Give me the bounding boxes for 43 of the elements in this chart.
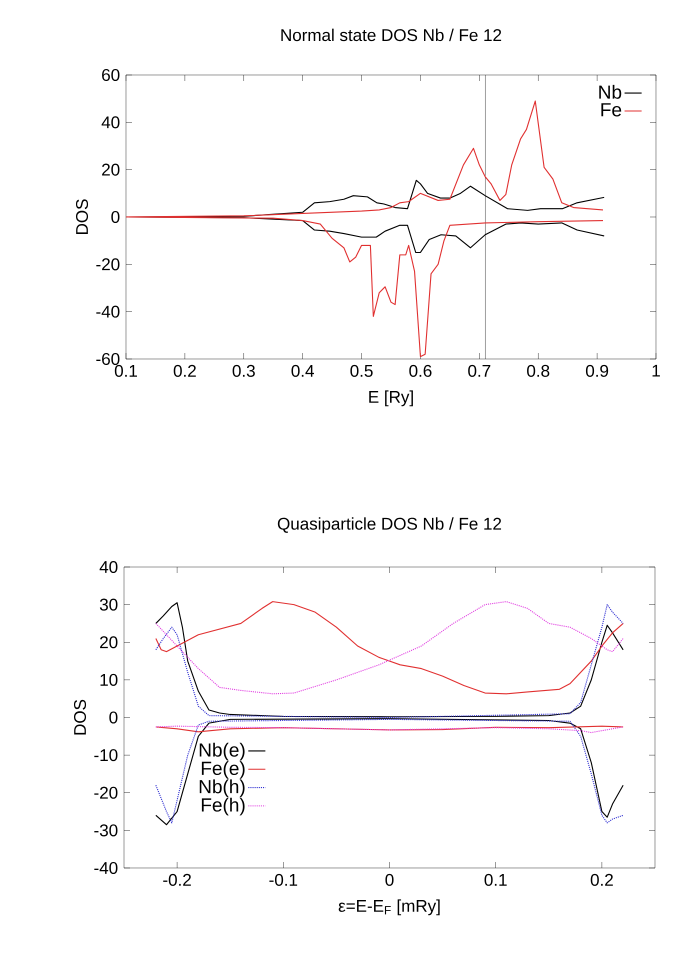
legend-label: Fe — [601, 103, 622, 116]
x-tick-label: 0.2 — [590, 874, 613, 886]
y-tick-label: 30 — [100, 598, 118, 611]
y-tick-label: -40 — [94, 862, 118, 874]
y-tick-label: 0 — [109, 711, 118, 724]
x-tick-label: 1 — [652, 364, 660, 377]
x-tick-label: 0.1 — [484, 874, 507, 886]
legend-label: Nb(h) — [200, 779, 245, 798]
x-tick-label: 0.1 — [114, 364, 137, 377]
x-tick-label: 0.8 — [527, 364, 550, 377]
x-tick-label: 0 — [385, 874, 394, 886]
y-tick-label: 20 — [100, 636, 118, 648]
x-tick-label: -0.1 — [269, 874, 298, 886]
x-tick-label: 0.9 — [586, 364, 608, 377]
legend-label: Nb — [599, 84, 622, 99]
y-tick-label: -20 — [94, 786, 118, 799]
legend-label: Nb(e) — [200, 742, 245, 760]
y-tick-label: 40 — [100, 560, 118, 574]
x-tick-label: 0.7 — [468, 364, 490, 377]
y-axis-title: DOS — [74, 700, 86, 735]
y-tick-label: -60 — [96, 352, 120, 366]
legend-label: Fe(h) — [202, 798, 245, 816]
y-tick-label: 60 — [102, 68, 120, 82]
x-axis-title: E [Ry] — [369, 390, 413, 406]
y-tick-label: -30 — [94, 824, 118, 836]
y-tick-label: 40 — [102, 116, 120, 128]
x-tick-label: 0.3 — [232, 364, 255, 377]
x-axis-title: ε=E-E$_{F}$ [mRy] — [338, 899, 440, 916]
x-tick-label: -0.2 — [163, 874, 191, 886]
chart-title: Quasiparticle DOS Nb / Fe 12 — [278, 517, 502, 534]
chart-title: Normal state DOS Nb / Fe 12 — [281, 28, 502, 42]
y-tick-label: -20 — [96, 258, 120, 270]
x-tick-label: 0.2 — [174, 364, 196, 377]
y-tick-label: 0 — [111, 210, 120, 224]
x-tick-label: 0.5 — [350, 364, 373, 377]
x-tick-label: 0.4 — [292, 364, 314, 377]
y-tick-label: -10 — [94, 749, 118, 762]
y-tick-label: -40 — [96, 306, 120, 318]
y-tick-label: 20 — [102, 164, 120, 176]
y-tick-label: 10 — [100, 674, 118, 686]
x-tick-label: 0.6 — [409, 364, 432, 377]
legend-label: Fe(e) — [202, 761, 245, 779]
y-axis-title: DOS — [76, 199, 88, 234]
